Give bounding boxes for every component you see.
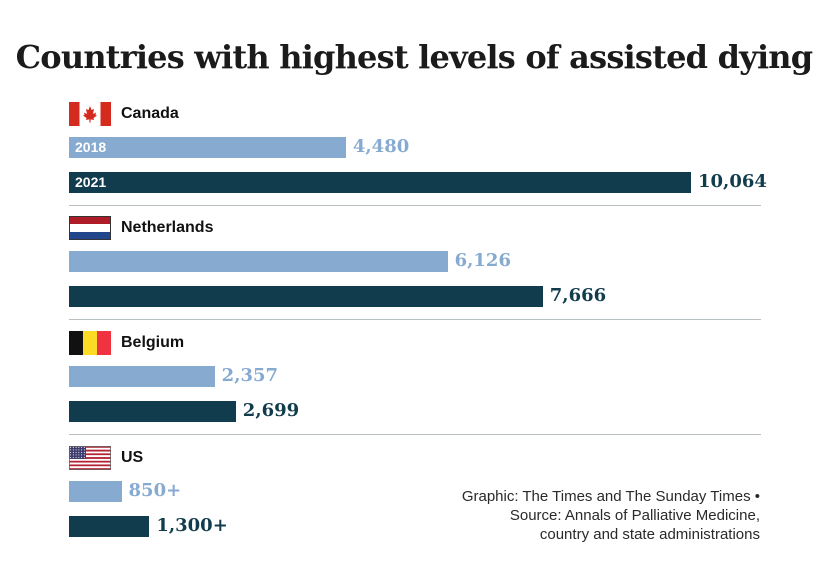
bar-canada-2018: 2018: [69, 137, 346, 158]
belgium-flag-icon: [69, 331, 111, 355]
country-label-canada: Canada: [121, 105, 179, 122]
bar-netherlands-2021: [69, 286, 543, 307]
credit-line-administrations: country and state administrations: [539, 526, 760, 543]
credit-text: Graphic: The Times and The Sunday Times …: [462, 487, 760, 544]
bar-us-2018: [69, 481, 122, 502]
group-divider: [69, 434, 761, 435]
value-label-belgium-2018: 2,357: [221, 365, 279, 386]
country-label-us: US: [121, 449, 144, 466]
bar-canada-2021: 2021: [69, 172, 691, 193]
bar-netherlands-2018: [69, 251, 448, 272]
bar-year-label-2018: 2018: [75, 139, 107, 155]
us-flag-icon: [69, 446, 111, 470]
bar-us-2021: [69, 516, 150, 537]
canada-flag-icon: [69, 102, 111, 126]
bar-belgium-2018: [69, 366, 215, 387]
chart-title: Countries with highest levels of assiste…: [15, 38, 814, 76]
value-label-canada-2018: 4,480: [352, 136, 410, 157]
value-label-belgium-2021: 2,699: [242, 400, 300, 421]
country-label-netherlands: Netherlands: [121, 219, 214, 236]
value-label-us-2021: 1,300+: [156, 515, 228, 536]
netherlands-flag-icon: [69, 216, 111, 240]
group-divider: [69, 205, 761, 206]
country-label-belgium: Belgium: [121, 334, 185, 351]
value-label-netherlands-2018: 6,126: [454, 250, 511, 271]
value-label-canada-2021: 10,064: [698, 171, 767, 192]
credit-line-source: Source: Annals of Palliative Medicine,: [509, 507, 760, 524]
value-label-us-2018: 850+: [128, 480, 182, 501]
group-divider: [69, 319, 761, 320]
value-label-netherlands-2021: 7,666: [549, 285, 607, 306]
bar-belgium-2021: [69, 401, 236, 422]
bar-year-label-2021: 2021: [75, 174, 107, 190]
credit-line-graphic: Graphic: The Times and The Sunday Times …: [461, 488, 760, 505]
